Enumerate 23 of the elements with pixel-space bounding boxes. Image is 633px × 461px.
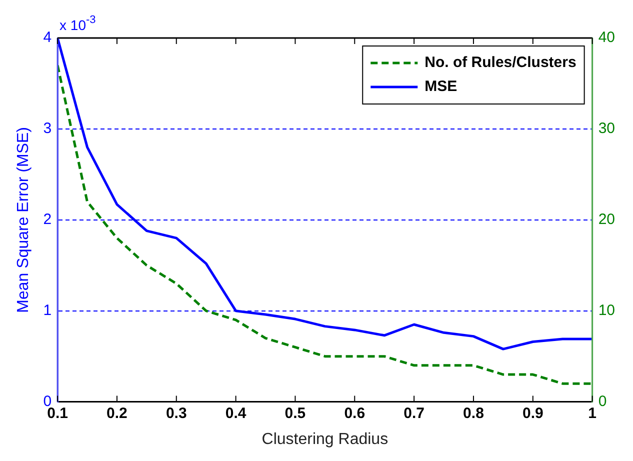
y2-tick-label: 40 [598, 29, 616, 46]
x-axis-title: Clustering Radius [262, 430, 388, 448]
y2-tick-label: 20 [598, 211, 616, 228]
legend-label: MSE [424, 78, 458, 96]
legend-label: No. of Rules/Clusters [424, 54, 576, 72]
x-tick-label: 0.8 [463, 404, 484, 422]
x-tick-label: 0.5 [284, 404, 306, 422]
x-tick-label: 0.6 [344, 404, 366, 422]
y-tick-label: 3 [43, 120, 52, 138]
x-tick-label: 0.9 [522, 404, 544, 422]
y2-tick-label: 0 [598, 392, 607, 410]
x-tick-label: 1 [588, 404, 596, 422]
y-axis-title: Mean Square Error (MSE) [15, 126, 32, 313]
y-tick-label: 4 [43, 29, 52, 46]
y-tick-label: 2 [43, 211, 52, 228]
y-tick-label: 1 [43, 302, 52, 319]
x-tick-label: 0.1 [47, 404, 68, 422]
y2-tick-label: 10 [598, 302, 616, 319]
x-tick-label: 0.7 [404, 404, 424, 422]
x-tick-label: 0.3 [166, 404, 187, 422]
y2-tick-label: 30 [598, 120, 616, 138]
x-tick-label: 0.2 [106, 404, 128, 422]
x-tick-label: 0.4 [225, 404, 247, 422]
